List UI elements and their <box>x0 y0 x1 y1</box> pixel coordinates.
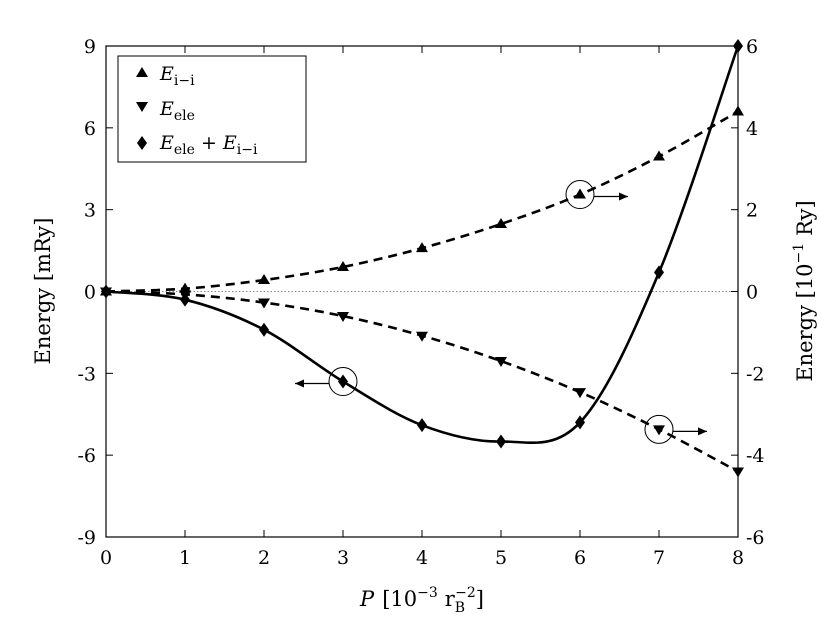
legend-entry-ei-i: Ei−i <box>136 63 195 89</box>
y-right-tick-label: 2 <box>746 200 758 222</box>
annotation-arrow-head <box>295 379 304 388</box>
legend-entry-eele: Eele <box>136 98 195 124</box>
axis-ticks <box>105 45 739 538</box>
y-right-tick-label: 0 <box>746 282 758 304</box>
legend-label-ei-i: Ei−i <box>159 63 195 89</box>
legend-box <box>117 55 307 163</box>
x-tick-label: 7 <box>653 547 665 569</box>
series-markers <box>100 39 744 478</box>
annotation-circle <box>565 180 595 210</box>
data-point-triangle-down <box>653 425 665 436</box>
series-line-1 <box>105 290 739 473</box>
x-tick-label: 6 <box>574 547 586 569</box>
y-right-tick-label: -2 <box>746 363 765 385</box>
legend-label-sum: Eele + Ei−i <box>159 132 258 158</box>
data-point-triangle-down <box>495 357 507 368</box>
y-right-tick-label: -4 <box>746 445 765 467</box>
annotations <box>295 180 707 444</box>
data-point-diamond <box>575 415 585 430</box>
y-left-tick-label: 6 <box>84 118 96 140</box>
data-point-triangle-down <box>337 312 349 323</box>
data-point-triangle-up <box>258 274 270 285</box>
series-line-0 <box>105 110 739 293</box>
y-right-tick-label: -6 <box>746 527 765 549</box>
data-point-diamond <box>417 418 427 433</box>
tick-labels: 0 1 2 3 4 5 6 7 8 9 6 3 0 -3 -6 -9 6 4 2 0 -2 -4 -6 <box>77 36 764 569</box>
data-point-triangle-up <box>653 150 665 161</box>
annotation-circle <box>328 367 358 397</box>
y-axis-right-title: Energy [10−1Ry] <box>791 200 817 381</box>
x-tick-label: 4 <box>416 547 428 569</box>
data-point-triangle-up <box>416 242 428 253</box>
y-left-tick-label: 3 <box>84 200 96 222</box>
y-left-tick-label: -6 <box>77 445 96 467</box>
y-right-tick-label: 4 <box>746 118 758 140</box>
data-point-triangle-down <box>258 298 270 309</box>
x-tick-label: 1 <box>179 547 191 569</box>
legend-label-eele: Eele <box>159 98 195 124</box>
y-left-tick-label: -9 <box>77 527 96 549</box>
data-point-triangle-down <box>416 331 428 342</box>
x-tick-label: 3 <box>337 547 349 569</box>
x-tick-label: 2 <box>258 547 270 569</box>
y-left-tick-label: 9 <box>84 36 96 58</box>
y-axis-left-title: Energy [mRy] <box>31 218 55 365</box>
data-point-diamond <box>259 322 269 337</box>
data-point-diamond <box>338 374 348 389</box>
legend-entry-sum: Eele + Ei−i <box>137 132 258 158</box>
data-point-triangle-up <box>495 217 507 228</box>
y-right-tick-label: 6 <box>746 36 758 58</box>
legend: Ei−i Eele Eele + Ei−i <box>117 55 307 163</box>
annotation-arrow-head <box>619 192 628 201</box>
legend-marker-diamond <box>137 136 147 150</box>
data-point-triangle-up <box>574 188 586 199</box>
x-axis-title: P [10−3 rB−2] <box>359 585 484 616</box>
legend-marker-triangle-down <box>136 102 148 112</box>
x-tick-label: 5 <box>495 547 507 569</box>
legend-marker-triangle-up <box>136 67 148 77</box>
y-left-tick-label: -3 <box>77 363 96 385</box>
annotation-circle <box>644 414 674 444</box>
x-tick-label: 8 <box>732 547 744 569</box>
y-left-tick-label: 0 <box>84 282 96 304</box>
data-point-triangle-up <box>337 260 349 271</box>
data-point-diamond <box>180 292 190 307</box>
data-point-triangle-up <box>179 282 191 293</box>
annotation-arrow-head <box>698 427 707 436</box>
x-tick-label: 0 <box>100 547 112 569</box>
data-point-diamond <box>654 265 664 280</box>
data-point-triangle-down <box>574 388 586 399</box>
data-point-diamond <box>496 434 506 449</box>
